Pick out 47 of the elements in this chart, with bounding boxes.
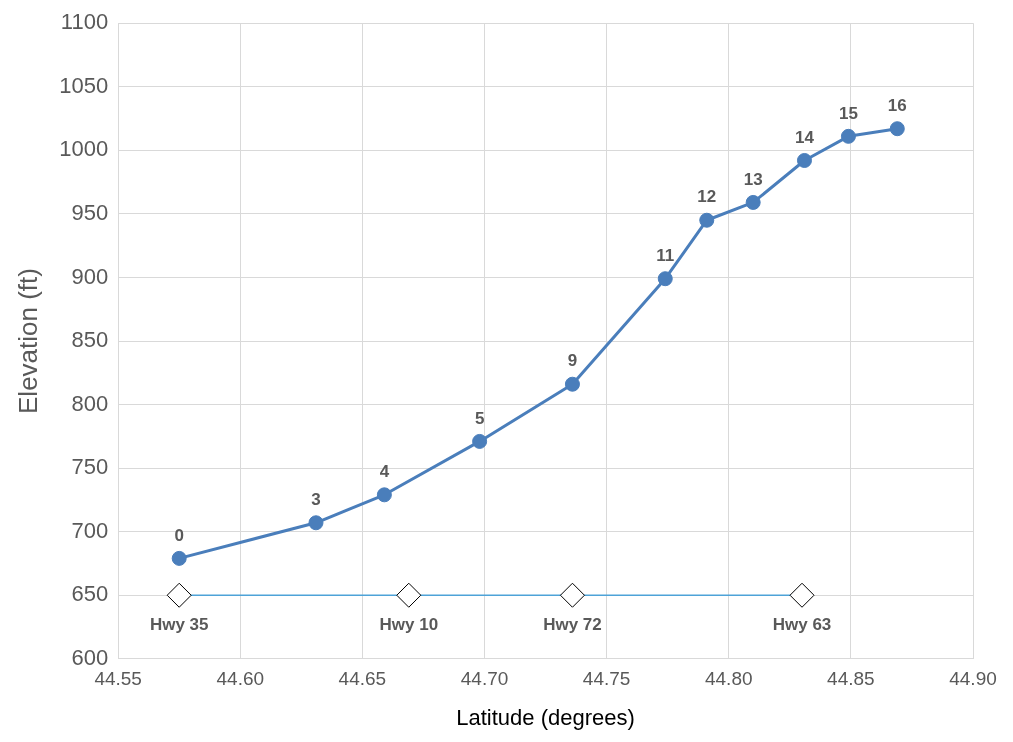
point xyxy=(171,550,187,566)
x-tick-label: 44.70 xyxy=(460,668,509,690)
x-tick-label: 44.65 xyxy=(338,668,387,690)
annotation: Hwy 63 xyxy=(772,615,832,635)
y-tick-label: 600 xyxy=(71,644,109,670)
x-axis-title: Latitude (degrees) xyxy=(456,704,635,730)
annotation: 9 xyxy=(567,351,578,371)
x-tick-label: 44.80 xyxy=(704,668,753,690)
point xyxy=(889,121,905,137)
point xyxy=(308,515,324,531)
annotation: 0 xyxy=(174,525,184,545)
x-tick-label: 44.55 xyxy=(94,668,142,690)
point xyxy=(840,128,856,144)
y-tick-label: 700 xyxy=(71,517,109,543)
annotation: Hwy 10 xyxy=(379,615,439,635)
y-tick-label: 750 xyxy=(71,454,109,480)
point xyxy=(745,194,761,210)
point xyxy=(472,433,488,449)
annotation: 4 xyxy=(379,462,390,481)
x-tick-label: 44.90 xyxy=(949,668,997,690)
annotation: 3 xyxy=(311,489,321,509)
x-tick-label: 44.60 xyxy=(216,668,265,690)
y-tick-label: 800 xyxy=(71,390,109,416)
x-tick-label: 44.75 xyxy=(582,668,631,690)
y-axis-title: Elevation (ft) xyxy=(12,268,43,414)
y-tick-label: 950 xyxy=(71,199,109,225)
point xyxy=(657,271,673,287)
annotation: Hwy 72 xyxy=(543,615,602,635)
annotation: 11 xyxy=(656,245,675,265)
annotation: 5 xyxy=(474,408,485,428)
point xyxy=(376,487,392,503)
annotation: 15 xyxy=(838,103,858,123)
annotation: Hwy 35 xyxy=(149,615,209,635)
y-tick-label: 900 xyxy=(71,263,109,289)
y-tick-label: 1100 xyxy=(60,9,109,35)
annotation: 13 xyxy=(743,169,763,189)
y-tick-label: 850 xyxy=(71,327,109,353)
annotation: 14 xyxy=(795,127,815,147)
annotation: 12 xyxy=(697,187,717,207)
point xyxy=(564,376,580,392)
y-tick-label: 650 xyxy=(71,581,109,607)
y-tick-label: 1050 xyxy=(59,72,109,98)
annotation: 16 xyxy=(887,95,907,115)
point xyxy=(796,152,812,168)
y-tick-label: 1000 xyxy=(59,136,109,162)
x-tick-label: 44.85 xyxy=(827,668,875,690)
point xyxy=(699,212,715,228)
